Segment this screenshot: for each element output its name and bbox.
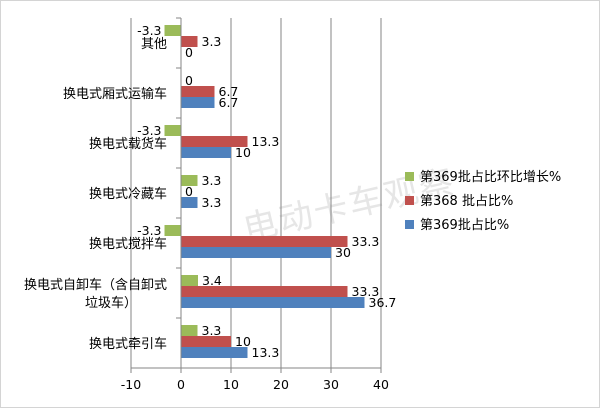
data-label-s0-c6: 3.3 xyxy=(202,323,222,338)
bar-s0-c4 xyxy=(164,225,181,236)
category-label-6-line-0: 换电式牵引车 xyxy=(89,336,167,352)
data-label-s0-c4: -3.3 xyxy=(137,223,161,238)
x-tick-label-5: 40 xyxy=(373,377,389,392)
category-label-0-line-0: 其他 xyxy=(141,37,167,52)
category-label-3-line-0: 换电式冷藏车 xyxy=(89,186,167,202)
x-tick-label-4: 30 xyxy=(323,377,339,392)
bar-s2-c6 xyxy=(181,347,248,358)
data-label-s2-c2: 10 xyxy=(235,145,251,160)
data-label-s0-c2: -3.3 xyxy=(137,123,161,138)
category-label-5-line-0: 换电式自卸车（含自卸式 xyxy=(24,277,167,293)
data-label-s2-c3: 3.3 xyxy=(202,195,222,210)
x-tick-label-0: -10 xyxy=(121,377,141,392)
bar-s2-c3 xyxy=(181,197,198,208)
data-label-s2-c5: 36.7 xyxy=(369,295,397,310)
bar-s0-c2 xyxy=(164,125,181,136)
category-label-4-line-0: 换电式搅拌车 xyxy=(89,236,167,252)
bar-s2-c5 xyxy=(181,297,365,308)
legend-label-2: 第369批占比% xyxy=(420,218,509,233)
data-label-s1-c1: 6.7 xyxy=(219,84,239,99)
bar-s1-c4 xyxy=(181,236,348,247)
x-tick-label-2: 10 xyxy=(223,377,239,392)
bar-s0-c0 xyxy=(164,25,181,36)
x-tick-label-1: 0 xyxy=(177,377,185,392)
data-label-s2-c6: 13.3 xyxy=(252,345,280,360)
data-label-s1-c5: 33.3 xyxy=(352,284,380,299)
data-label-s1-c0: 3.3 xyxy=(202,34,222,49)
data-label-s0-c5: 3.4 xyxy=(202,273,222,288)
legend-label-1: 第368 批占比% xyxy=(420,194,513,209)
bar-s1-c5 xyxy=(181,286,348,297)
category-label-1-line-0: 换电式厢式运输车 xyxy=(63,86,167,102)
bar-s1-c6 xyxy=(181,336,231,347)
legend-swatch-2 xyxy=(405,220,414,229)
data-label-s2-c0: 0 xyxy=(185,45,193,60)
bar-s0-c3 xyxy=(181,175,198,186)
bar-s0-c6 xyxy=(181,325,198,336)
bar-s2-c4 xyxy=(181,247,331,258)
bar-s0-c5 xyxy=(181,275,198,286)
category-label-5-line-1: 垃圾车） xyxy=(85,295,137,311)
data-label-s1-c3: 0 xyxy=(185,184,193,199)
data-label-s1-c4: 33.3 xyxy=(352,234,380,249)
bar-s2-c2 xyxy=(181,147,231,158)
bar-s1-c1 xyxy=(181,86,215,97)
data-label-s0-c3: 3.3 xyxy=(202,173,222,188)
data-label-s0-c1: 0 xyxy=(185,73,193,88)
legend-swatch-1 xyxy=(405,196,414,205)
x-tick-label-3: 20 xyxy=(273,377,289,392)
data-label-s1-c6: 10 xyxy=(235,334,251,349)
legend-label-0: 第369批占比环比增长% xyxy=(420,170,561,185)
data-label-s2-c4: 30 xyxy=(335,245,351,260)
bar-s2-c1 xyxy=(181,97,215,108)
data-label-s2-c1: 6.7 xyxy=(219,95,239,110)
data-label-s0-c0: -3.3 xyxy=(137,23,161,38)
category-label-2-line-0: 换电式载货车 xyxy=(89,136,167,152)
data-label-s1-c2: 13.3 xyxy=(252,134,280,149)
bar-s1-c2 xyxy=(181,136,248,147)
legend-swatch-0 xyxy=(405,172,414,181)
bar-s1-c0 xyxy=(181,36,198,47)
